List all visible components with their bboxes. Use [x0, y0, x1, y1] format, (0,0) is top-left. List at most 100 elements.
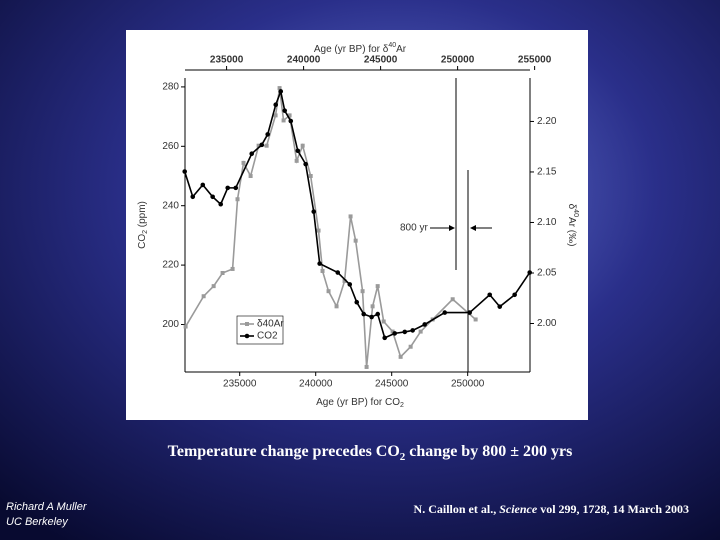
legend-marker [245, 322, 249, 326]
point [317, 261, 322, 266]
affiliation: UC Berkeley [6, 516, 69, 528]
point [225, 185, 231, 191]
x-top-tick-label: 255000 [518, 55, 552, 66]
point [241, 160, 246, 165]
point [326, 289, 331, 294]
label-part: Age (yr BP) for δ [314, 44, 389, 55]
point [316, 228, 321, 233]
point [294, 158, 299, 163]
y-axis-title: CO2 (ppm) [137, 201, 149, 249]
point [442, 310, 448, 315]
x-top-tick-label: 235000 [210, 55, 244, 66]
point [235, 197, 240, 202]
point [218, 201, 224, 207]
point [311, 209, 317, 214]
point [183, 324, 188, 329]
point [281, 118, 286, 123]
point [287, 113, 292, 118]
label-part: Ar (‰) [566, 217, 577, 246]
label-part: (ppm) [137, 201, 148, 230]
citation-part: vol 299, 1728, 14 March 2003 [537, 502, 689, 516]
point [390, 329, 395, 334]
point [282, 108, 288, 113]
point [190, 194, 196, 200]
point [230, 266, 235, 271]
point [450, 297, 455, 302]
point [375, 311, 381, 317]
y-tick-label: 200 [162, 319, 179, 330]
point [259, 142, 265, 148]
point [320, 268, 325, 273]
x-top-axis-title: Age (yr BP) for δ40Ar [314, 42, 407, 55]
point [182, 169, 187, 174]
citation-part: N. Caillon et al., [414, 502, 500, 516]
point [233, 185, 239, 191]
legend-label: CO2 [257, 331, 278, 342]
point [342, 279, 347, 284]
point [527, 270, 532, 275]
point [375, 284, 380, 289]
point [382, 335, 388, 341]
point [201, 294, 206, 299]
chart-panel [126, 30, 588, 420]
caption-part: 2 [400, 451, 406, 463]
arrow-head [449, 225, 455, 231]
point [273, 113, 278, 118]
legend-marker [244, 333, 250, 339]
series-line [184, 87, 477, 368]
point [300, 143, 305, 148]
x-top-tick-label: 240000 [287, 55, 321, 66]
point [392, 331, 398, 336]
label-part: 40 [572, 209, 579, 217]
x-tick-label: 250000 [451, 379, 485, 390]
point [277, 86, 282, 91]
point [200, 182, 206, 188]
point [256, 143, 261, 148]
point [210, 194, 215, 200]
label-part: 40 [388, 42, 396, 49]
legend-box [236, 315, 284, 345]
y2-axis-title: δ40Ar (‰) [566, 204, 579, 247]
point [487, 292, 493, 298]
y2-tick-label: 2.15 [537, 167, 557, 178]
citation-part: Science [499, 502, 538, 516]
x-tick-label: 240000 [299, 379, 333, 390]
point [410, 328, 415, 333]
y-tick-label: 260 [162, 141, 179, 152]
citation: N. Caillon et al., Science vol 299, 1728… [414, 502, 689, 516]
point [265, 132, 270, 137]
point [354, 299, 360, 305]
point [220, 270, 225, 275]
y-tick-label: 220 [162, 260, 179, 271]
point [295, 148, 301, 154]
point [264, 143, 269, 148]
x-tick-label: 245000 [375, 379, 409, 390]
point [402, 329, 408, 335]
y-tick-label: 240 [162, 200, 179, 211]
caption: Temperature change precedes CO2 change b… [168, 443, 573, 463]
point [248, 174, 253, 178]
label-part: Age (yr BP) for CO [316, 397, 400, 408]
point [497, 304, 503, 309]
x-top-tick-label: 250000 [441, 55, 475, 66]
x-top-tick-label: 245000 [364, 55, 398, 66]
point [334, 304, 339, 309]
point [288, 118, 294, 124]
x-tick-label: 235000 [223, 379, 257, 390]
point [361, 311, 367, 317]
point [512, 292, 517, 298]
point [369, 314, 374, 320]
y2-tick-label: 2.00 [537, 318, 557, 329]
point [398, 354, 403, 359]
label-part: Ar [396, 44, 407, 55]
label-part: δ [566, 204, 577, 210]
point [335, 270, 341, 275]
point [278, 89, 284, 94]
point [467, 310, 472, 315]
point [408, 344, 413, 349]
y2-tick-label: 2.20 [537, 116, 557, 127]
author: Richard A Muller [6, 501, 88, 513]
caption-part: change by 800 ± 200 yrs [405, 443, 572, 460]
point [381, 319, 386, 324]
